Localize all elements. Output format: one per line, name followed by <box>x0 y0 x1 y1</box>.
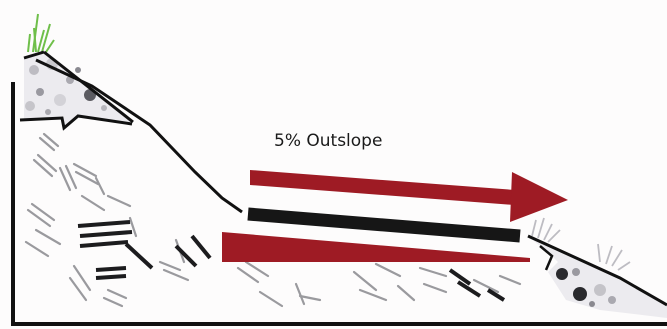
downhill-slope-line <box>527 234 667 307</box>
outslope-wedge <box>222 232 530 262</box>
pebble <box>25 101 35 111</box>
grass-tuft-downhill <box>597 243 631 271</box>
fill-debris <box>24 132 522 308</box>
pebble <box>36 88 44 96</box>
soil-top-edge <box>23 50 45 60</box>
pebble <box>572 268 580 276</box>
pebble <box>608 296 616 304</box>
outslope-label: 5% Outslope <box>274 131 382 151</box>
pebble <box>54 94 66 106</box>
ground-outline <box>11 50 667 326</box>
downhill-soil-wedge <box>527 217 667 318</box>
cut-slope-line <box>35 58 243 214</box>
grass-tuft-toe <box>531 217 561 243</box>
pebble <box>594 284 606 296</box>
pebble <box>556 268 568 280</box>
hill-crest-line <box>43 50 134 124</box>
pebble <box>29 65 39 75</box>
pebble <box>45 109 51 115</box>
soil-break-line <box>19 114 133 131</box>
fill-debris-dark <box>77 220 506 302</box>
downhill-break-line <box>539 245 554 271</box>
downhill-soil-body <box>528 236 667 318</box>
uphill-soil-wedge <box>24 13 132 128</box>
pebble <box>101 105 107 111</box>
road-surface <box>247 207 521 243</box>
outslope-arrow-head <box>510 172 568 222</box>
outslope-arrow-shaft <box>250 170 515 205</box>
pebble <box>589 301 595 307</box>
pebble <box>573 287 587 301</box>
grass-tuft-uphill <box>27 13 55 53</box>
outslope-arrow <box>250 170 568 222</box>
pebble <box>75 67 81 73</box>
